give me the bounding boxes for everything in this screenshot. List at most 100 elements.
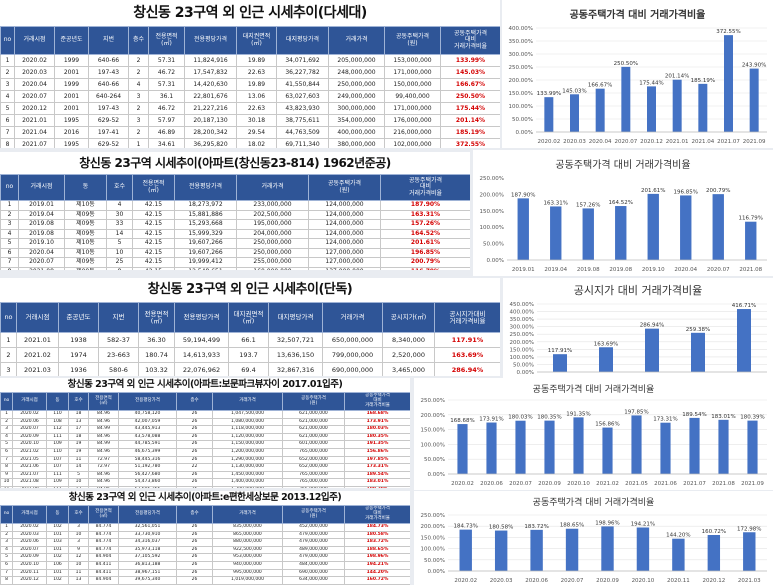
table-cell: 58,445,316 <box>118 455 177 465</box>
table-cell: 201.61% <box>380 238 470 249</box>
column-header: 공시지가대비 거래가격비율 <box>434 302 500 333</box>
table-cell: 26 <box>176 568 213 578</box>
table-cell: 84.96 <box>88 478 119 487</box>
table-cell: 12 <box>68 553 89 562</box>
bar <box>698 83 708 132</box>
table-cell: 42.15 <box>132 200 175 211</box>
bar <box>553 354 567 372</box>
table-cell: 54,473,860 <box>118 478 177 487</box>
table-cell: 2020.11 <box>12 568 47 578</box>
table-cell: 640-66 <box>88 78 129 91</box>
table-cell: 690,000,000 <box>282 568 345 578</box>
table-cell: 799,000,000 <box>322 347 383 363</box>
table-cell: 84.96 <box>88 485 119 488</box>
table-cell: 36,295,820 <box>184 138 237 148</box>
table-cell: 3 <box>128 114 149 127</box>
table-cell: 184.73% <box>344 523 410 532</box>
y-tick-label: 400.00% <box>509 26 533 32</box>
y-tick-label: 250.00% <box>421 513 445 519</box>
table-cell: 19 <box>68 440 89 449</box>
section-title: 창신동 23구역 시세추이(아파트(창신동23-814) 1962년준공) <box>79 156 391 170</box>
table-cell: 193.7 <box>228 347 269 363</box>
bar <box>680 195 692 260</box>
table-cell: 28,200,342 <box>184 126 237 139</box>
bar-chart: 0.00%50.00%100.00%150.00%200.00%250.00%3… <box>510 302 767 376</box>
table-cell: 133.99% <box>440 54 500 67</box>
x-tick-label: 2021.07 <box>683 481 706 487</box>
table-cell: 101 <box>46 530 69 540</box>
column-header: 전용평당가격 <box>118 392 177 411</box>
table-cell: 18 <box>68 432 89 442</box>
y-tick-label: 250.00% <box>509 65 533 71</box>
chart-villa: 공동주택가격 대비 거래가격비율 0.00% 50.00% 100.00% 150.0… <box>502 0 773 148</box>
table-cell: 56,427,680 <box>118 470 177 480</box>
table-cell: 2001 <box>54 66 89 79</box>
table-cell: 13 <box>68 576 89 585</box>
table-cell: 2 <box>0 347 17 363</box>
table-cell: 2019.01 <box>18 200 65 211</box>
table-cell: 72.97 <box>88 463 119 472</box>
table-cell: 2 <box>0 209 19 220</box>
bar <box>647 86 656 132</box>
table-cell: 2 <box>128 66 149 79</box>
section-title: 창신동 23구역 외 인근 시세추이(아파트:보문파크뷰자이 2017.01입주… <box>67 379 343 390</box>
table-cell: 42.15 <box>132 209 175 220</box>
column-header: 거래가격 <box>212 392 283 411</box>
column-header: 전용평당가격 <box>184 26 237 55</box>
table-cell: 201.14% <box>440 114 500 127</box>
table-cell: 제09동 <box>64 209 107 220</box>
data-label: 117.91% <box>548 348 572 354</box>
table-cell: 2020.03 <box>14 66 55 79</box>
table-cell: 197-41 <box>88 126 129 139</box>
table-cell: 5 <box>68 470 89 480</box>
bar <box>712 194 724 260</box>
chart-apt-814: 공동주택가격 대비 거래가격비율 0.00% 50.00% 100.00% 150.0… <box>473 150 773 276</box>
bar <box>544 420 555 474</box>
table-cell: 9 <box>0 470 13 480</box>
table-cell: 26 <box>176 425 213 434</box>
table-cell: 1995 <box>54 114 89 127</box>
table-cell: 2 <box>128 126 149 139</box>
table-cell: 26 <box>176 440 213 449</box>
data-label: 416.71% <box>732 303 756 309</box>
table-cell: 1 <box>0 54 15 67</box>
table-cell: 168.68% <box>344 410 410 419</box>
table-cell: 2020.06 <box>12 538 47 547</box>
column-header: 전용면적 (㎡) <box>88 392 119 411</box>
table-cell: 15,293,668 <box>174 219 237 230</box>
table-cell: 479,000,000 <box>282 553 345 562</box>
table-cell: 109 <box>46 440 69 449</box>
table-cell: 621,000,000 <box>282 417 345 427</box>
table-cell: 145.03% <box>440 66 500 79</box>
table-cell: 1,150,000,000 <box>212 440 283 449</box>
x-tick-label: 2021.07 <box>717 139 740 145</box>
table-cell: 2020.02 <box>12 410 47 419</box>
chart-title: 공시지가 대비 거래가격비율 <box>573 284 703 297</box>
table-cell: 26 <box>176 447 213 457</box>
table-cell: 3 <box>0 538 13 547</box>
data-label: 196.85% <box>674 189 698 195</box>
table-cell: 1,019,000,000 <box>212 576 283 585</box>
table-cell: 7 <box>0 257 19 268</box>
table-cell: 127,000,000 <box>308 257 381 268</box>
data-label: 198.96% <box>595 520 619 526</box>
y-tick-label: 300.00% <box>509 52 533 58</box>
data-label: 163.69% <box>594 341 618 347</box>
section-title: 창신동 23구역 외 인근 시세추이(다세대) <box>133 5 367 21</box>
table-cell: 2020.07 <box>18 257 65 268</box>
column-header: 대지권면적 (㎡) <box>236 26 277 55</box>
table-cell: 69.4 <box>228 362 269 376</box>
table-cell: 84.411 <box>88 560 119 570</box>
y-tick-label: 200.00% <box>510 340 534 346</box>
table-cell: 1938 <box>58 332 99 348</box>
table-cell: 286.94% <box>434 362 500 376</box>
column-header: 공시지가(㎡) <box>382 302 435 333</box>
table-cell: 255,000,000 <box>236 257 309 268</box>
table-cell: 2 <box>128 54 149 67</box>
bar <box>747 420 758 474</box>
table-cell: 19.89 <box>236 78 277 91</box>
y-tick-label: 50.00% <box>512 117 533 123</box>
table-cell: 3 <box>0 362 17 376</box>
data-label: 188.65% <box>560 523 584 529</box>
table-header: no 거래시점 동 호수 전용면적 (㎡) 전용평당가격 층수 거래가격 공동주택가격 (원) 공… <box>0 392 410 411</box>
